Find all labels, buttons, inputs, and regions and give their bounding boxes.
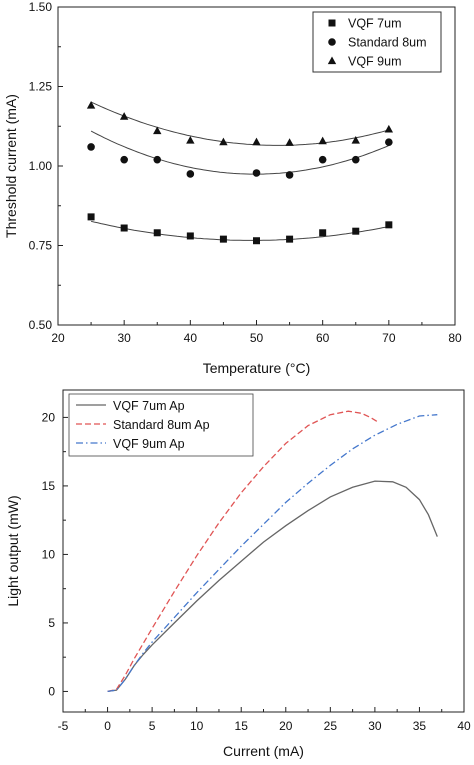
legend: VQF 7um Ap Standard 8um Ap VQF 9um Ap	[68, 393, 254, 457]
fit-line	[90, 130, 389, 175]
legend-marker	[328, 38, 336, 46]
x-tick-label: 40	[457, 719, 471, 733]
legend-label: VQF 9um Ap	[113, 437, 185, 451]
data-point-circle	[385, 138, 393, 146]
x-axis-title: Current (mA)	[223, 743, 304, 759]
data-point-square	[87, 213, 95, 221]
data-point-square	[153, 229, 161, 237]
x-tick-label: 0	[104, 719, 111, 733]
data-point-triangle	[86, 101, 96, 109]
y-axis-title: Threshold current (mA)	[3, 94, 19, 238]
data-point-triangle	[351, 136, 360, 144]
x-tick-label: 40	[184, 331, 198, 345]
y-tick-label: 0	[48, 684, 55, 698]
data-point-square	[120, 224, 128, 232]
x-axis-title: Temperature (°C)	[203, 360, 311, 376]
data-point-square	[253, 237, 260, 245]
data-point-circle	[318, 155, 327, 164]
legend-label: Standard 8um Ap	[113, 418, 210, 432]
y-tick-label: 0.75	[29, 239, 53, 253]
legend-marker	[327, 56, 337, 65]
data-point-triangle	[285, 138, 294, 146]
data-point-circle	[120, 155, 128, 164]
light-output-chart: -5 0 5 10 15 20 25 30 35 40 0 5 10 15 20 Current (mA) Li…	[5, 389, 471, 759]
x-tick-label: 5	[149, 719, 156, 733]
fit-line	[90, 101, 389, 146]
fit-line	[90, 220, 389, 241]
data-point-triangle	[119, 112, 129, 120]
series-line-solid	[107, 480, 438, 693]
series-circle	[87, 130, 393, 179]
data-point-circle	[186, 170, 195, 178]
data-point-circle	[351, 155, 360, 164]
data-point-square	[186, 232, 194, 240]
x-tick-label: 20	[279, 719, 293, 733]
data-point-triangle	[186, 136, 195, 144]
y-tick-label: 1.50	[29, 0, 53, 14]
legend-label: Standard 8um	[348, 36, 427, 50]
data-point-square	[219, 235, 227, 243]
data-point-triangle	[153, 126, 162, 135]
data-point-circle	[153, 155, 162, 164]
x-tick-label: 30	[117, 331, 131, 345]
y-tick-label: 1.00	[29, 159, 53, 173]
data-point-circle	[252, 169, 261, 177]
data-point-square	[385, 221, 393, 229]
y-tick-label: 5	[48, 616, 55, 630]
x-tick-label: 20	[51, 331, 65, 345]
y-tick-label: 15	[42, 479, 56, 493]
series-square	[87, 213, 393, 245]
data-point-circle	[87, 143, 95, 151]
legend-marker	[328, 19, 336, 27]
legend-label: VQF 7um	[348, 17, 402, 31]
data-point-square	[319, 229, 327, 237]
data-point-circle	[285, 171, 294, 179]
x-tick-label: 15	[235, 719, 249, 733]
legend: VQF 7um Standard 8um VQF 9um	[312, 11, 442, 73]
x-tick-label: 80	[448, 331, 462, 345]
legend-label: VQF 9um	[348, 55, 402, 69]
y-tick-label: 20	[42, 410, 56, 424]
x-tick-label: 35	[413, 719, 427, 733]
series-triangle	[86, 101, 394, 146]
y-tick-label: 10	[42, 547, 56, 561]
x-tick-label: 30	[368, 719, 382, 733]
y-axis-title: Light output (mW)	[5, 495, 21, 606]
threshold-current-chart: 20 30 40 50 60 70 80 0.50 0.75 1.00 1.25 1.50 Temper…	[3, 0, 462, 376]
x-tick-label: 60	[316, 331, 330, 345]
x-tick-label: 70	[382, 331, 396, 345]
x-tick-label: 25	[324, 719, 338, 733]
data-point-triangle	[318, 136, 327, 145]
legend-label: VQF 7um Ap	[113, 399, 185, 413]
data-point-triangle	[384, 124, 394, 133]
data-point-triangle	[219, 137, 228, 146]
y-tick-label: 0.50	[29, 318, 53, 332]
data-point-square	[352, 227, 360, 235]
y-tick-label: 1.25	[29, 80, 53, 94]
data-point-square	[286, 235, 294, 243]
legend-box	[68, 393, 254, 457]
series-line-dashdot	[107, 414, 438, 693]
series-line-dashed	[107, 410, 380, 693]
x-tick-label: 10	[190, 719, 204, 733]
x-tick-label: -5	[58, 719, 69, 733]
x-tick-label: 50	[250, 331, 264, 345]
data-point-triangle	[252, 137, 261, 146]
